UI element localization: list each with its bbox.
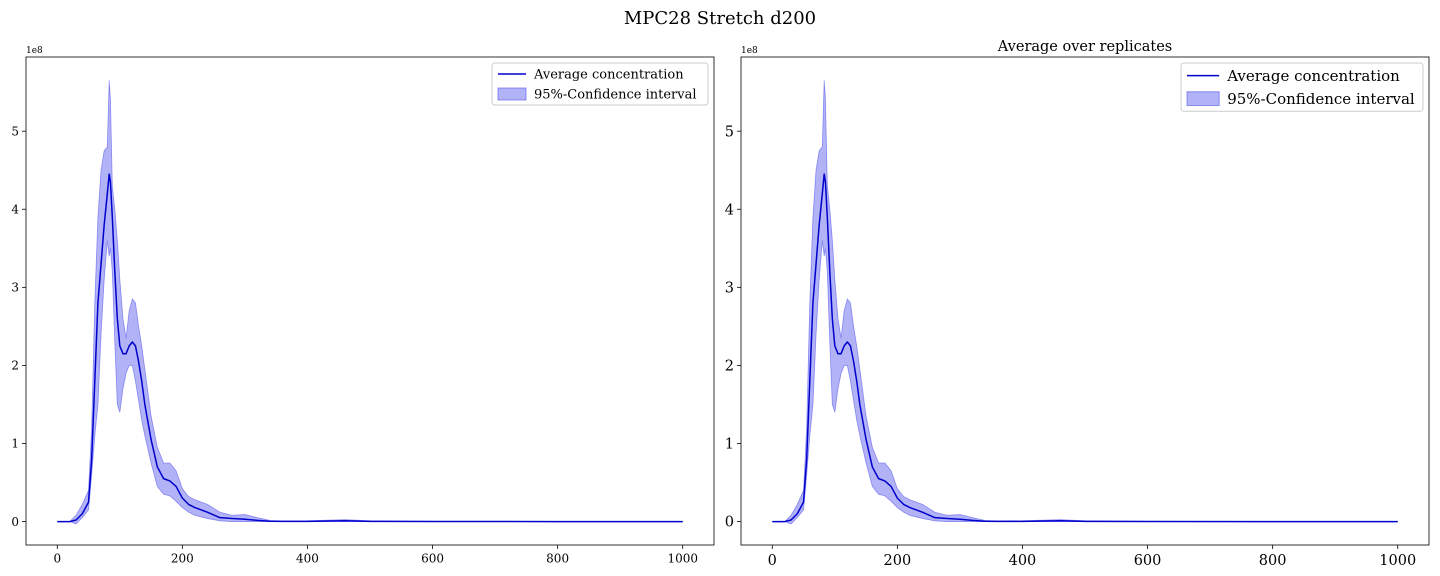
y-tick-label: 0 <box>11 515 19 529</box>
x-tick-label: 600 <box>421 551 444 565</box>
x-tick-label: 0 <box>768 553 777 569</box>
plot-area-frame <box>740 56 1430 546</box>
x-tick-label: 200 <box>884 553 912 569</box>
x-tick-label: 200 <box>171 551 194 565</box>
y-tick-label: 2 <box>11 359 19 373</box>
series-confidence-band <box>772 80 1398 525</box>
legend-box <box>491 62 709 106</box>
y-tick-label: 4 <box>11 202 19 216</box>
series-confidence-band <box>57 80 683 525</box>
legend: Average concentration 95%-Confidence inte… <box>1180 62 1424 112</box>
legend-box <box>1180 62 1424 112</box>
y-tick-label: 1 <box>725 437 734 453</box>
x-tick-label: 0 <box>53 551 61 565</box>
legend-label-average: Average concentration <box>1226 67 1400 85</box>
y-tick-label: 3 <box>11 281 19 295</box>
x-tick-label: 400 <box>296 551 319 565</box>
y-tick-label: 1 <box>11 437 19 451</box>
x-tick-label: 400 <box>1009 553 1037 569</box>
figure-title: MPC28 Stretch d200 <box>623 8 817 29</box>
series-average-line <box>57 173 683 523</box>
plot-area-frame <box>25 56 715 546</box>
y-tick-label: 3 <box>725 280 734 296</box>
subplot-title: Average over replicates <box>997 39 1172 55</box>
y-tick-label: 2 <box>725 358 734 374</box>
legend-band-swatch <box>1186 91 1220 107</box>
legend-band-swatch <box>497 87 527 101</box>
y-offset-text: 1e8 <box>741 46 758 56</box>
x-tick-label: 800 <box>1259 553 1287 569</box>
legend-label-confidence: 95%-Confidence interval <box>1227 90 1415 108</box>
series-average-line <box>772 173 1398 523</box>
x-tick-label: 800 <box>546 551 569 565</box>
y-tick-label: 4 <box>725 202 734 218</box>
x-tick-label: 1000 <box>1379 553 1416 569</box>
y-tick-label: 5 <box>725 124 734 140</box>
y-offset-text: 1e8 <box>26 46 43 56</box>
legend: Average concentration 95%-Confidence inte… <box>491 62 709 106</box>
legend-label-average: Average concentration <box>533 68 684 83</box>
y-tick-label: 5 <box>11 124 19 138</box>
y-tick-label: 0 <box>725 515 734 531</box>
x-tick-label: 1000 <box>667 551 698 565</box>
chart-panel-2: Average over replicates 0 200 400 600 800 1000… <box>725 39 1430 569</box>
chart-panel-1: 0 200 400 600 800 1000 0 1 2 3 4 5 1e8 Average concen… <box>11 46 715 565</box>
legend-label-confidence: 95%-Confidence interval <box>534 88 697 103</box>
x-tick-label: 600 <box>1134 553 1162 569</box>
